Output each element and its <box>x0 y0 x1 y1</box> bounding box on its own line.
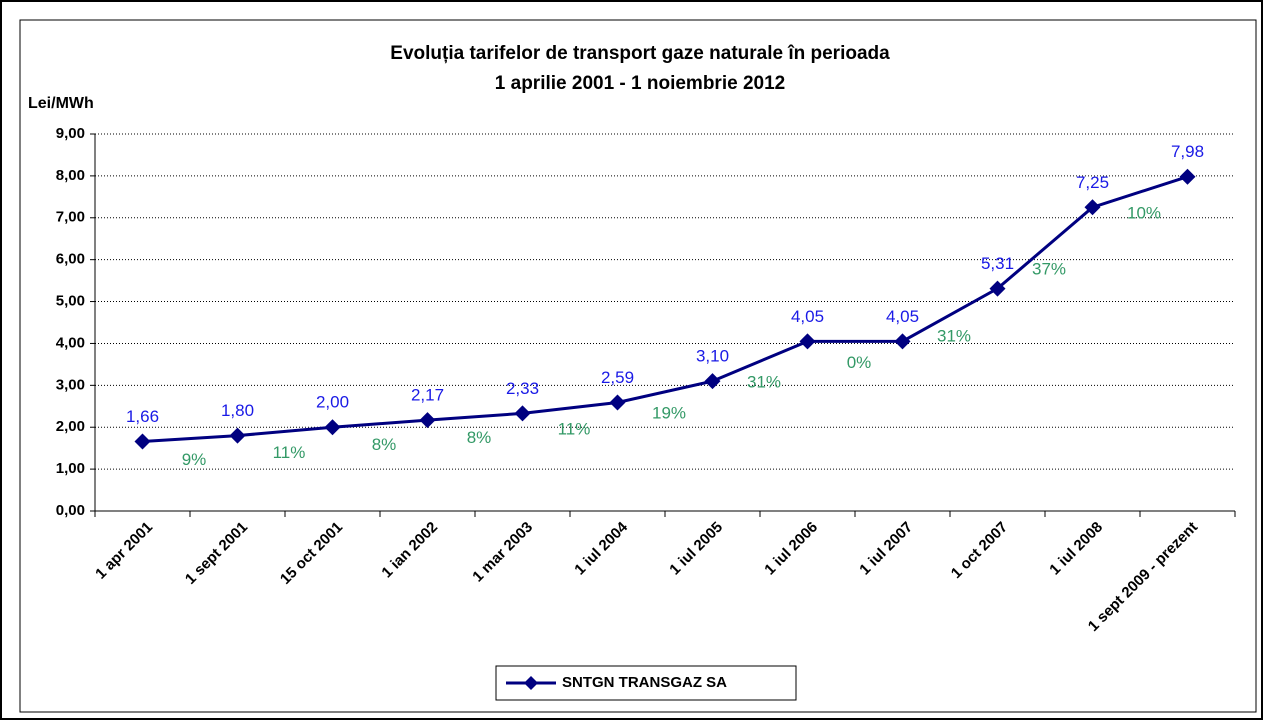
value-label: 3,10 <box>696 347 729 366</box>
y-axis-label: Lei/MWh <box>28 95 94 112</box>
data-point <box>799 333 816 350</box>
data-point <box>134 433 151 450</box>
y-tick-label: 9,00 <box>56 125 85 142</box>
data-point <box>324 419 341 436</box>
data-point <box>514 405 531 422</box>
change-label: 9% <box>182 450 207 469</box>
data-point <box>1179 168 1196 185</box>
value-label: 2,17 <box>411 386 444 405</box>
change-label: 19% <box>652 403 686 422</box>
y-tick-label: 6,00 <box>56 251 85 268</box>
data-point <box>989 280 1006 297</box>
chart-title: Evoluția tarifelor de transport gaze nat… <box>390 43 890 64</box>
data-point <box>229 427 246 444</box>
value-label: 7,25 <box>1076 173 1109 192</box>
data-point <box>704 373 721 390</box>
change-label: 10% <box>1127 204 1161 223</box>
data-point <box>419 412 436 429</box>
change-label: 11% <box>558 419 591 438</box>
value-label: 1,80 <box>221 401 254 420</box>
y-tick-label: 2,00 <box>56 418 85 435</box>
y-tick-label: 7,00 <box>56 209 85 226</box>
value-label: 1,66 <box>126 407 159 426</box>
value-label: 5,31 <box>981 254 1014 273</box>
change-label: 8% <box>372 435 397 454</box>
value-label: 4,05 <box>886 307 919 326</box>
legend-marker <box>524 676 538 690</box>
value-label: 7,98 <box>1171 142 1204 161</box>
change-label: 11% <box>273 443 306 462</box>
data-line <box>142 175 1188 443</box>
value-label: 2,33 <box>506 379 539 398</box>
y-tick-label: 0,00 <box>56 502 85 519</box>
change-label: 0% <box>847 353 872 372</box>
value-label: 4,05 <box>791 307 824 326</box>
y-tick-label: 5,00 <box>56 293 85 310</box>
value-label: 2,00 <box>316 393 349 412</box>
change-label: 8% <box>467 428 492 447</box>
data-point <box>1084 199 1101 216</box>
y-tick-label: 8,00 <box>56 167 85 184</box>
value-label: 2,59 <box>601 368 634 387</box>
y-tick-label: 3,00 <box>56 376 85 393</box>
change-label: 37% <box>1032 259 1066 278</box>
data-point <box>894 333 911 350</box>
y-tick-label: 1,00 <box>56 460 85 477</box>
data-point <box>609 394 626 411</box>
chart-title: 1 aprilie 2001 - 1 noiembrie 2012 <box>495 73 785 94</box>
y-tick-label: 4,00 <box>56 334 85 351</box>
change-label: 31% <box>747 373 781 392</box>
change-label: 31% <box>937 326 971 345</box>
chart-area <box>19 19 1257 713</box>
legend-label: SNTGN TRANSGAZ SA <box>562 674 727 691</box>
